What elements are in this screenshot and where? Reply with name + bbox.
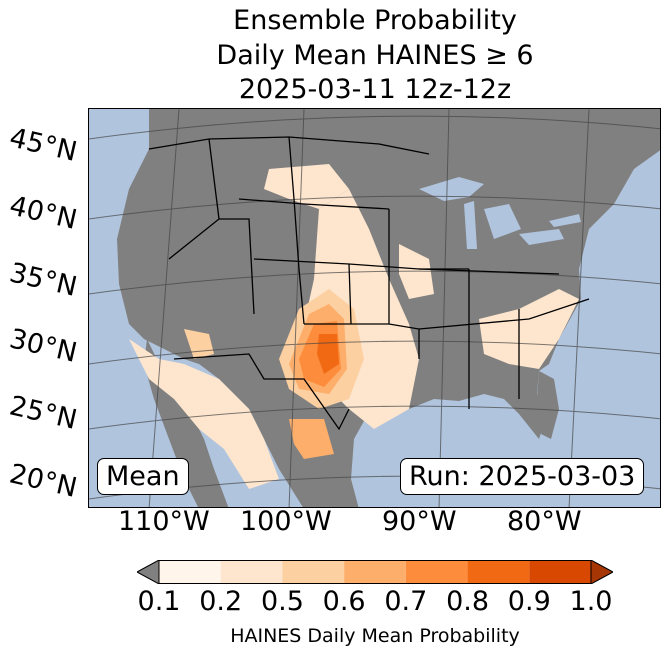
title-line-1: Ensemble Probability (233, 5, 517, 36)
title-line-2: Daily Mean HAINES ≥ 6 (216, 40, 534, 71)
mean-label: Mean (97, 458, 189, 495)
colorbar-tick-label: 0.2 (199, 586, 243, 617)
colorbar-segment (405, 560, 468, 584)
colorbar-over-arrow (590, 560, 613, 584)
colorbar-segment (159, 560, 221, 584)
colorbar-segment (529, 560, 591, 584)
lon-label-80w: 80°W (507, 506, 582, 537)
run-label: Run: 2025-03-03 (400, 458, 645, 495)
colorbar-segment (467, 560, 530, 584)
colorbar-tick-label: 0.6 (322, 586, 366, 617)
lat-label-20: 20°N (6, 458, 80, 504)
colorbar-title: HAINES Daily Mean Probability (230, 625, 520, 647)
lon-label-90w: 90°W (382, 506, 457, 537)
colorbar-segment (282, 560, 345, 584)
colorbar-tick-label: 1.0 (569, 586, 613, 617)
lat-label-45: 45°N (6, 122, 80, 168)
colorbar-segment (220, 560, 283, 584)
colorbar-tick-label: 0.8 (446, 586, 490, 617)
colorbar-tick-label: 0.5 (260, 586, 304, 617)
lat-label-25: 25°N (6, 390, 80, 436)
colorbar-under-arrow (137, 560, 160, 584)
colorbar-tick-label: 0.9 (507, 586, 551, 617)
florida (537, 371, 559, 439)
great-lakes (419, 177, 581, 249)
lon-label-100w: 100°W (240, 506, 332, 537)
lat-label-35: 35°N (6, 257, 80, 303)
state-borders (148, 136, 590, 431)
map-svg (89, 109, 660, 507)
lat-label-40: 40°N (6, 190, 80, 236)
title-line-3: 2025-03-11 12z-12z (238, 74, 512, 105)
lon-label-110w: 110°W (118, 506, 210, 537)
colorbar-tick-label: 0.7 (384, 586, 428, 617)
colorbar (137, 560, 613, 584)
lat-label-30: 30°N (6, 323, 80, 369)
colorbar-tick-label: 0.1 (137, 586, 181, 617)
colorbar-segment (344, 560, 406, 584)
probability-map (88, 108, 661, 508)
